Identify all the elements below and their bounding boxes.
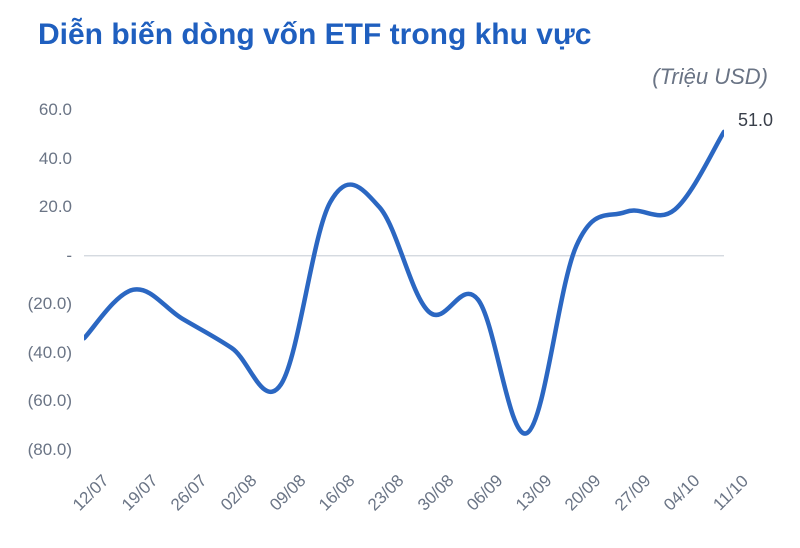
x-tick-label: 11/10 (709, 471, 752, 514)
y-tick-label: 40.0 (12, 149, 72, 169)
plot-area (84, 110, 724, 450)
x-tick-label: 09/08 (266, 471, 310, 515)
data-line (84, 132, 724, 434)
y-tick-label: 20.0 (12, 197, 72, 217)
x-tick-label: 19/07 (118, 471, 162, 515)
x-tick-label: 04/10 (660, 471, 704, 515)
x-tick-label: 30/08 (414, 471, 458, 515)
y-tick-label: (80.0) (12, 440, 72, 460)
y-tick-label: 60.0 (12, 100, 72, 120)
chart-area: 60.040.020.0-(20.0)(40.0)(60.0)(80.0) 12… (12, 110, 782, 530)
x-tick-label: 26/07 (167, 471, 211, 515)
y-tick-label: (40.0) (12, 343, 72, 363)
x-tick-label: 06/09 (463, 471, 507, 515)
y-tick-label: (20.0) (12, 294, 72, 314)
x-tick-label: 20/09 (561, 471, 605, 515)
chart-subtitle: (Triệu USD) (652, 64, 768, 90)
x-tick-label: 02/08 (217, 471, 261, 515)
x-tick-label: 13/09 (512, 471, 556, 515)
x-tick-label: 23/08 (364, 471, 408, 515)
y-tick-label: (60.0) (12, 391, 72, 411)
chart-title: Diễn biến dòng vốn ETF trong khu vực (38, 18, 591, 52)
x-tick-label: 12/07 (69, 471, 113, 515)
y-tick-label: - (12, 246, 72, 266)
line-chart-svg (84, 110, 724, 450)
end-value-label: 51.0 (738, 110, 773, 131)
x-tick-label: 16/08 (315, 471, 359, 515)
x-tick-label: 27/09 (610, 471, 654, 515)
